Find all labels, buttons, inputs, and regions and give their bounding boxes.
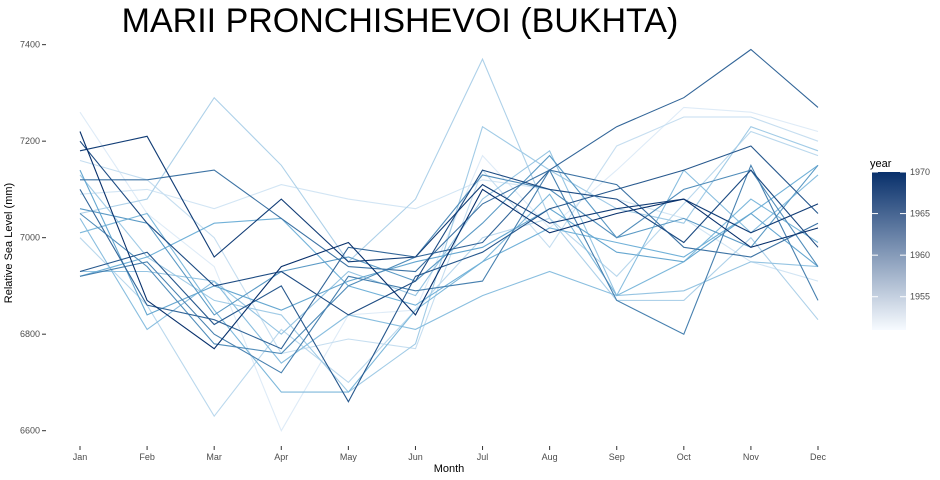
series-line-1952 (79, 179, 819, 282)
series-line-1963 (79, 169, 819, 355)
x-axis-title: Month (434, 463, 465, 475)
x-tick-label: May (340, 452, 358, 462)
x-tick-label: Feb (139, 452, 155, 462)
series-line-1966 (79, 48, 819, 350)
x-tick-label: Jan (73, 452, 88, 462)
x-tick-label: Jun (408, 452, 423, 462)
legend-tick-label: 1965 (910, 209, 930, 219)
series-layer (79, 48, 819, 432)
x-tick-label: Jul (477, 452, 489, 462)
x-tick-label: Oct (677, 452, 692, 462)
legend-colorbar (872, 172, 906, 330)
y-tick-label: 6600 (20, 426, 40, 436)
legend-tick-label: 1970 (910, 167, 930, 177)
legend-title: year (870, 158, 892, 170)
y-axis-title: Relative Sea Level (mm) (3, 183, 15, 303)
series-line-1957 (80, 149, 819, 335)
series-line-1954 (79, 130, 819, 418)
series-line-1951 (79, 106, 819, 432)
y-tick-label: 7400 (20, 40, 40, 50)
y-axis: 6600 6800 7000 7200 7400 (20, 40, 46, 436)
x-axis: Jan Feb Mar Apr May Jun Jul Aug Sep Oct Nov Dec (73, 446, 827, 462)
series-line-1959 (79, 193, 819, 393)
y-tick-label: 7000 (20, 233, 40, 243)
x-tick-label: Mar (206, 452, 222, 462)
series-line-1955 (79, 57, 819, 321)
chart-title: MARII PRONCHISHEVOI (BUKHTA) (121, 2, 679, 40)
x-tick-label: Nov (743, 452, 760, 462)
y-tick-label: 6800 (20, 329, 40, 339)
legend-tick-label: 1960 (910, 250, 930, 260)
series-line-1964 (79, 163, 819, 374)
x-tick-label: Aug (542, 452, 558, 462)
series-line-1960 (79, 164, 819, 306)
series-line-1953 (79, 116, 819, 355)
series-line-1965 (80, 169, 819, 273)
series-line-1969 (79, 135, 819, 263)
series-line-1967 (79, 145, 819, 403)
x-tick-label: Apr (274, 452, 288, 462)
series-line-1961 (79, 169, 819, 316)
series-line-1968 (79, 140, 819, 316)
x-tick-label: Sep (609, 452, 625, 462)
series-line-1970 (79, 131, 819, 350)
legend-tick-label: 1955 (910, 292, 930, 302)
legend: year 1955 1960 1965 1970 (870, 158, 930, 330)
x-tick-label: Dec (810, 452, 827, 462)
y-tick-label: 7200 (20, 136, 40, 146)
series-line-1958 (79, 169, 819, 364)
